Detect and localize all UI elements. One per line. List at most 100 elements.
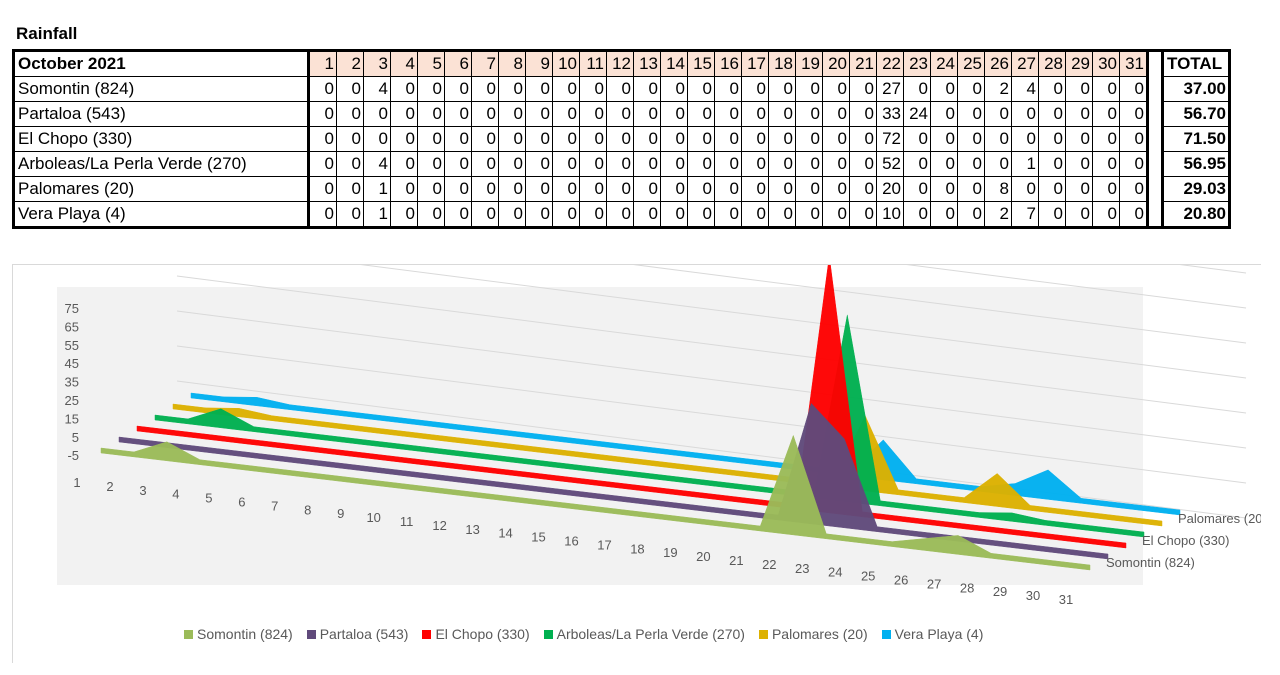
rain-cell: 0 <box>1119 201 1149 229</box>
rain-cell: 72 <box>876 126 904 152</box>
rain-cell: 0 <box>957 176 985 202</box>
rain-cell: 0 <box>363 101 391 127</box>
rainfall-table: October 2021 1 2 3 4 5 6 7 8 9 10 11 12 13 14 15 16 17 18 1… <box>12 49 1231 229</box>
rain-cell: 0 <box>768 126 796 152</box>
rain-cell: 0 <box>390 201 418 229</box>
rain-cell: 0 <box>687 76 715 102</box>
rain-cell: 0 <box>498 101 526 127</box>
x-tick-label: 15 <box>531 530 545 545</box>
rain-cell: 0 <box>633 201 661 229</box>
legend-swatch <box>184 629 193 639</box>
station-total: 37.00 <box>1161 76 1231 102</box>
x-tick-label: 20 <box>696 549 710 564</box>
rain-cell: 0 <box>903 201 931 229</box>
gridline <box>176 275 1247 414</box>
legend-swatch <box>881 629 891 639</box>
day-header: 7 <box>471 49 499 77</box>
rain-cell: 0 <box>390 101 418 127</box>
rain-cell: 0 <box>1038 201 1066 229</box>
rain-cell: 0 <box>336 76 364 102</box>
station-name: Palomares (20) <box>12 176 310 202</box>
x-tick-label: 5 <box>205 491 212 506</box>
x-tick-label: 21 <box>729 553 743 568</box>
series-area-3 <box>154 314 1145 538</box>
chart-area: 75 65 55 45 35 25 15 5 -5 1 2 3 4 5 6 7 8 9 10 11 12 13 14 15 16… <box>12 264 1261 663</box>
rain-cell: 0 <box>795 201 823 229</box>
rain-cell: 0 <box>525 76 553 102</box>
rain-cell: 0 <box>498 151 526 177</box>
day-header: 25 <box>957 49 985 77</box>
legend-item: Vera Playa (4) <box>881 626 984 642</box>
rain-cell: 0 <box>606 201 634 229</box>
gridline <box>1179 265 1247 274</box>
y-tick-label: 5 <box>72 430 79 445</box>
rain-cell: 1 <box>363 176 391 202</box>
day-header: 15 <box>687 49 715 77</box>
station-total: 71.50 <box>1161 126 1231 152</box>
rain-cell: 0 <box>822 126 850 152</box>
rain-cell: 0 <box>714 151 742 177</box>
rain-cell: 0 <box>1092 76 1120 102</box>
series-area-0 <box>100 434 1091 571</box>
depth-axis-label: Palomares (20) <box>1178 511 1261 526</box>
x-tick-label: 4 <box>172 487 179 502</box>
rain-cell: 0 <box>1038 151 1066 177</box>
gridline <box>360 265 1247 379</box>
rain-cell: 0 <box>633 76 661 102</box>
rain-cell: 0 <box>417 76 445 102</box>
rain-cell: 0 <box>741 201 769 229</box>
x-tick-label: 27 <box>927 576 941 591</box>
x-tick-label: 31 <box>1059 592 1073 607</box>
rain-cell: 0 <box>903 151 931 177</box>
rain-cell: 0 <box>957 101 985 127</box>
rain-cell: 0 <box>1011 176 1039 202</box>
legend-label: Palomares (20) <box>771 626 868 642</box>
rain-cell: 0 <box>633 151 661 177</box>
day-header: 16 <box>714 49 742 77</box>
rain-cell: 0 <box>1092 176 1120 202</box>
rain-cell: 0 <box>957 201 985 229</box>
rain-cell: 0 <box>1065 201 1093 229</box>
rain-cell: 0 <box>498 126 526 152</box>
rain-cell: 0 <box>336 101 364 127</box>
rain-cell: 0 <box>606 151 634 177</box>
rain-cell: 0 <box>903 126 931 152</box>
rain-cell: 0 <box>336 176 364 202</box>
day-header: 30 <box>1092 49 1120 77</box>
rain-cell: 0 <box>714 126 742 152</box>
rain-cell: 0 <box>606 76 634 102</box>
rain-cell: 0 <box>849 201 877 229</box>
rain-cell: 0 <box>1092 201 1120 229</box>
rain-cell: 0 <box>471 76 499 102</box>
rain-cell: 0 <box>660 151 688 177</box>
rain-cell: 0 <box>822 151 850 177</box>
y-tick-label: 35 <box>65 375 79 390</box>
day-header: 4 <box>390 49 418 77</box>
rain-cell: 0 <box>390 176 418 202</box>
day-header: 26 <box>984 49 1012 77</box>
rain-cell: 0 <box>417 201 445 229</box>
rain-cell: 0 <box>552 176 580 202</box>
rain-cell: 0 <box>741 126 769 152</box>
rain-cell: 0 <box>930 126 958 152</box>
rain-cell: 0 <box>795 101 823 127</box>
rain-cell: 0 <box>768 201 796 229</box>
station-name: El Chopo (330) <box>12 126 310 152</box>
rain-cell: 0 <box>1065 126 1093 152</box>
rain-cell: 0 <box>930 201 958 229</box>
rain-cell: 0 <box>363 126 391 152</box>
rain-cell: 0 <box>552 126 580 152</box>
day-header: 24 <box>930 49 958 77</box>
rain-cell: 0 <box>795 126 823 152</box>
legend-label: Vera Playa (4) <box>894 626 984 642</box>
station-name: Arboleas/La Perla Verde (270) <box>12 151 310 177</box>
rain-cell: 0 <box>984 126 1012 152</box>
rain-cell: 0 <box>903 176 931 202</box>
legend-swatch <box>422 629 432 639</box>
rain-cell: 0 <box>308 101 337 127</box>
x-tick-label: 23 <box>795 561 809 576</box>
x-tick-label: 13 <box>465 522 479 537</box>
rain-cell: 0 <box>308 201 337 229</box>
x-tick-label: 26 <box>894 573 908 588</box>
gridline <box>633 265 1247 344</box>
